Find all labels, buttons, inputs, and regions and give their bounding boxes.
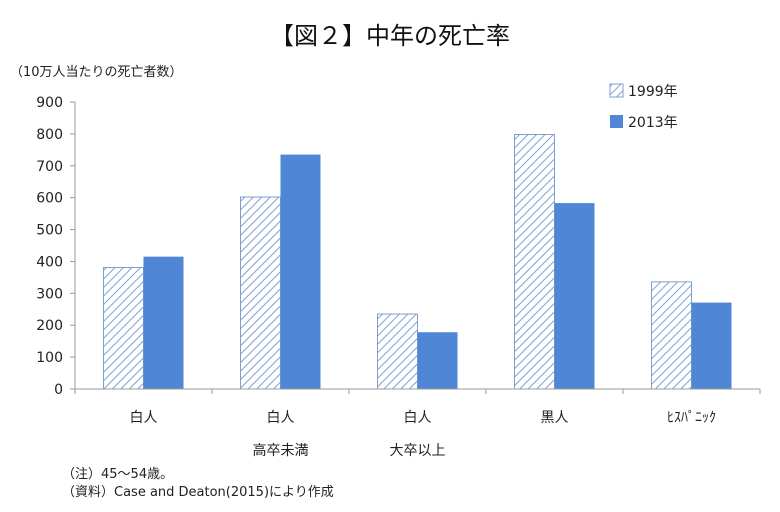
bar-series2 <box>280 154 321 389</box>
x-category-sublabel: 大卒以上 <box>390 443 446 459</box>
y-tick-label: 0 <box>54 382 63 398</box>
x-category-label: 白人 <box>130 410 158 426</box>
x-category-sublabel: 高卒未満 <box>253 442 309 459</box>
legend-swatch <box>609 83 624 98</box>
y-tick-label: 300 <box>36 286 63 302</box>
legend: 1999年 2013年 <box>609 83 678 131</box>
y-tick-label: 600 <box>36 191 63 207</box>
bar-series2 <box>143 256 184 389</box>
bar-series1 <box>651 281 692 390</box>
bar-series2 <box>554 203 595 389</box>
y-tick-label: 200 <box>36 318 63 334</box>
x-category-label: ﾋｽﾊﾟﾆｯｸ <box>667 410 716 426</box>
bars <box>103 134 732 390</box>
y-axis-unit-label: （10万人当たりの死亡者数） <box>10 65 183 80</box>
y-tick-label: 400 <box>36 254 63 270</box>
bar-series1 <box>377 313 418 390</box>
legend-label: 1999年 <box>628 84 678 100</box>
y-tick-label: 100 <box>36 350 63 366</box>
legend-label: 2013年 <box>628 115 678 131</box>
y-axis: 0 100 200 300 400 500 600 700 800 900 <box>36 95 76 398</box>
chart-title: 【図２】中年の死亡率 <box>270 22 510 50</box>
note-source: （資料）Case and Deaton(2015)により作成 <box>62 485 334 500</box>
x-category-label: 黒人 <box>541 410 569 426</box>
x-category-label: 白人 <box>267 410 295 426</box>
bar-series1 <box>514 134 555 390</box>
bar-series1 <box>103 267 144 390</box>
y-tick-label: 900 <box>36 95 63 111</box>
y-tick-label: 700 <box>36 159 63 175</box>
y-tick-label: 800 <box>36 127 63 143</box>
bar-series2 <box>417 332 458 389</box>
legend-swatch <box>610 115 623 128</box>
bar-series1 <box>240 196 281 390</box>
note-age-range: （注）45～54歳。 <box>62 467 173 482</box>
bar-series2 <box>691 302 732 389</box>
x-category-label: 白人 <box>404 410 432 426</box>
y-tick-label: 500 <box>36 223 63 239</box>
